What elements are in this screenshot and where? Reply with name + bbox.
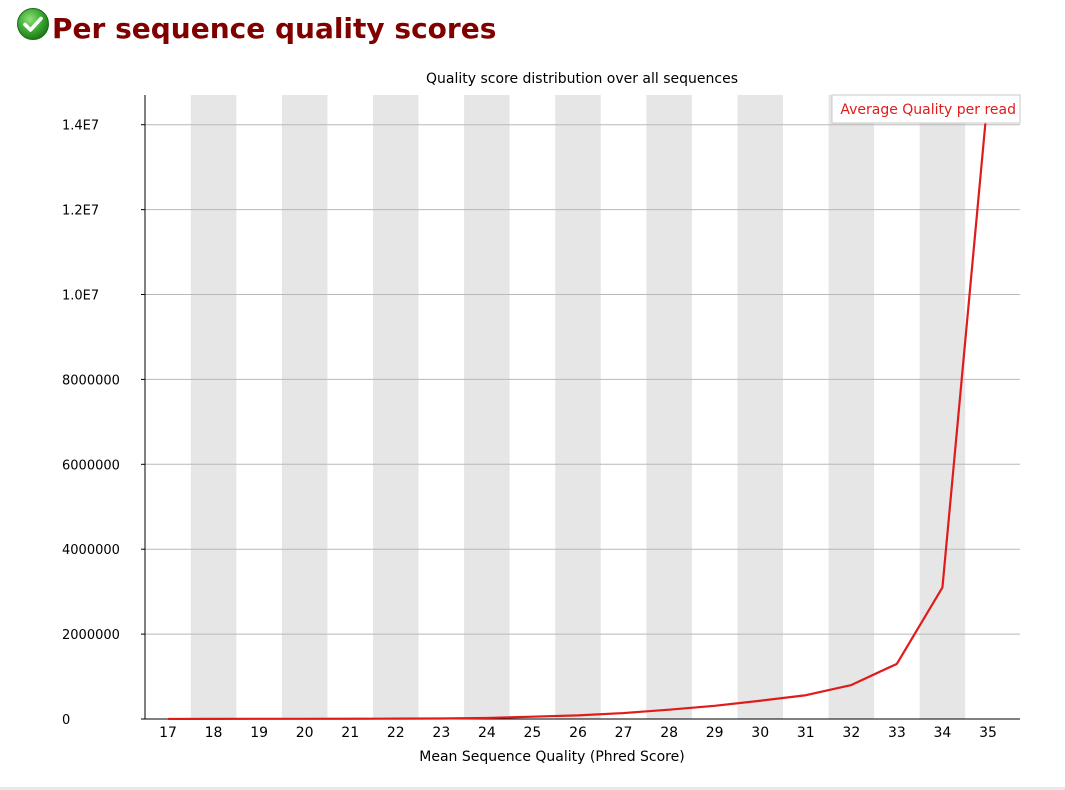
y-tick-label: 1.2E7 xyxy=(62,204,99,219)
x-tick-label: 19 xyxy=(250,725,268,741)
band-18 xyxy=(190,95,237,719)
x-tick-label: 18 xyxy=(205,725,223,741)
x-tick-label: 26 xyxy=(569,725,587,741)
band-22 xyxy=(373,95,419,719)
y-tick-label: 8000000 xyxy=(62,373,120,388)
legend-entry: Average Quality per read xyxy=(840,102,1016,118)
y-tick-label: 2000000 xyxy=(62,628,120,643)
x-tick-label: 32 xyxy=(842,725,860,741)
band-32 xyxy=(828,95,875,719)
x-axis-label: Mean Sequence Quality (Phred Score) xyxy=(419,749,684,765)
series-lines xyxy=(167,94,990,721)
x-tick-label: 25 xyxy=(524,725,542,741)
x-tick-label: 22 xyxy=(387,725,405,741)
x-tick-labels: 17 18 19 20 21 22 23 24 25 26 27 28 29 30 31 32 33 34 35 xyxy=(159,725,997,741)
x-tick-label: 28 xyxy=(660,725,678,741)
y-tick-label: 0 xyxy=(62,713,70,728)
chart-title: Quality score distribution over all sequ… xyxy=(426,71,738,87)
bottom-divider xyxy=(0,787,1065,790)
x-tick-label: 35 xyxy=(979,725,997,741)
x-tick-label: 27 xyxy=(615,725,633,741)
legend-box xyxy=(831,94,1021,124)
page-header: Per sequence quality scores xyxy=(16,4,497,45)
x-tick-label: 23 xyxy=(432,725,450,741)
x-tick-label: 21 xyxy=(341,725,359,741)
band-26 xyxy=(555,95,601,719)
x-tick-label: 31 xyxy=(797,725,815,741)
x-tick-label: 33 xyxy=(888,725,906,741)
band-28 xyxy=(646,95,692,719)
y-tick-label: 1.0E7 xyxy=(62,289,99,304)
x-tick-label: 24 xyxy=(478,725,496,741)
quality-chart: 0 2000000 4000000 6000000 8000000 1.0E7 1.2E7 1… xyxy=(0,58,1065,778)
chart-svg: 0 2000000 4000000 6000000 8000000 1.0E7 1.2E7 1… xyxy=(62,71,1021,765)
page-title: Per sequence quality scores xyxy=(52,11,497,45)
gridlines xyxy=(145,124,1020,635)
check-circle-icon xyxy=(17,8,49,40)
x-tick-label: 17 xyxy=(159,725,177,741)
band-24 xyxy=(464,95,510,719)
x-tick-label: 29 xyxy=(706,725,724,741)
alternating-bands xyxy=(190,95,966,719)
x-tick-label: 34 xyxy=(934,725,952,741)
band-20 xyxy=(281,95,328,719)
x-tick-label: 30 xyxy=(751,725,769,741)
band-30 xyxy=(737,95,783,719)
y-tick-label: 4000000 xyxy=(62,543,120,558)
y-tick-label: 6000000 xyxy=(62,458,120,473)
y-tick-labels: 0 2000000 4000000 6000000 8000000 1.0E7 1.2E7 1… xyxy=(62,119,145,728)
y-tick-label: 1.4E7 xyxy=(62,119,99,134)
x-tick-label: 20 xyxy=(296,725,314,741)
legend: Average Quality per read xyxy=(831,94,1021,124)
